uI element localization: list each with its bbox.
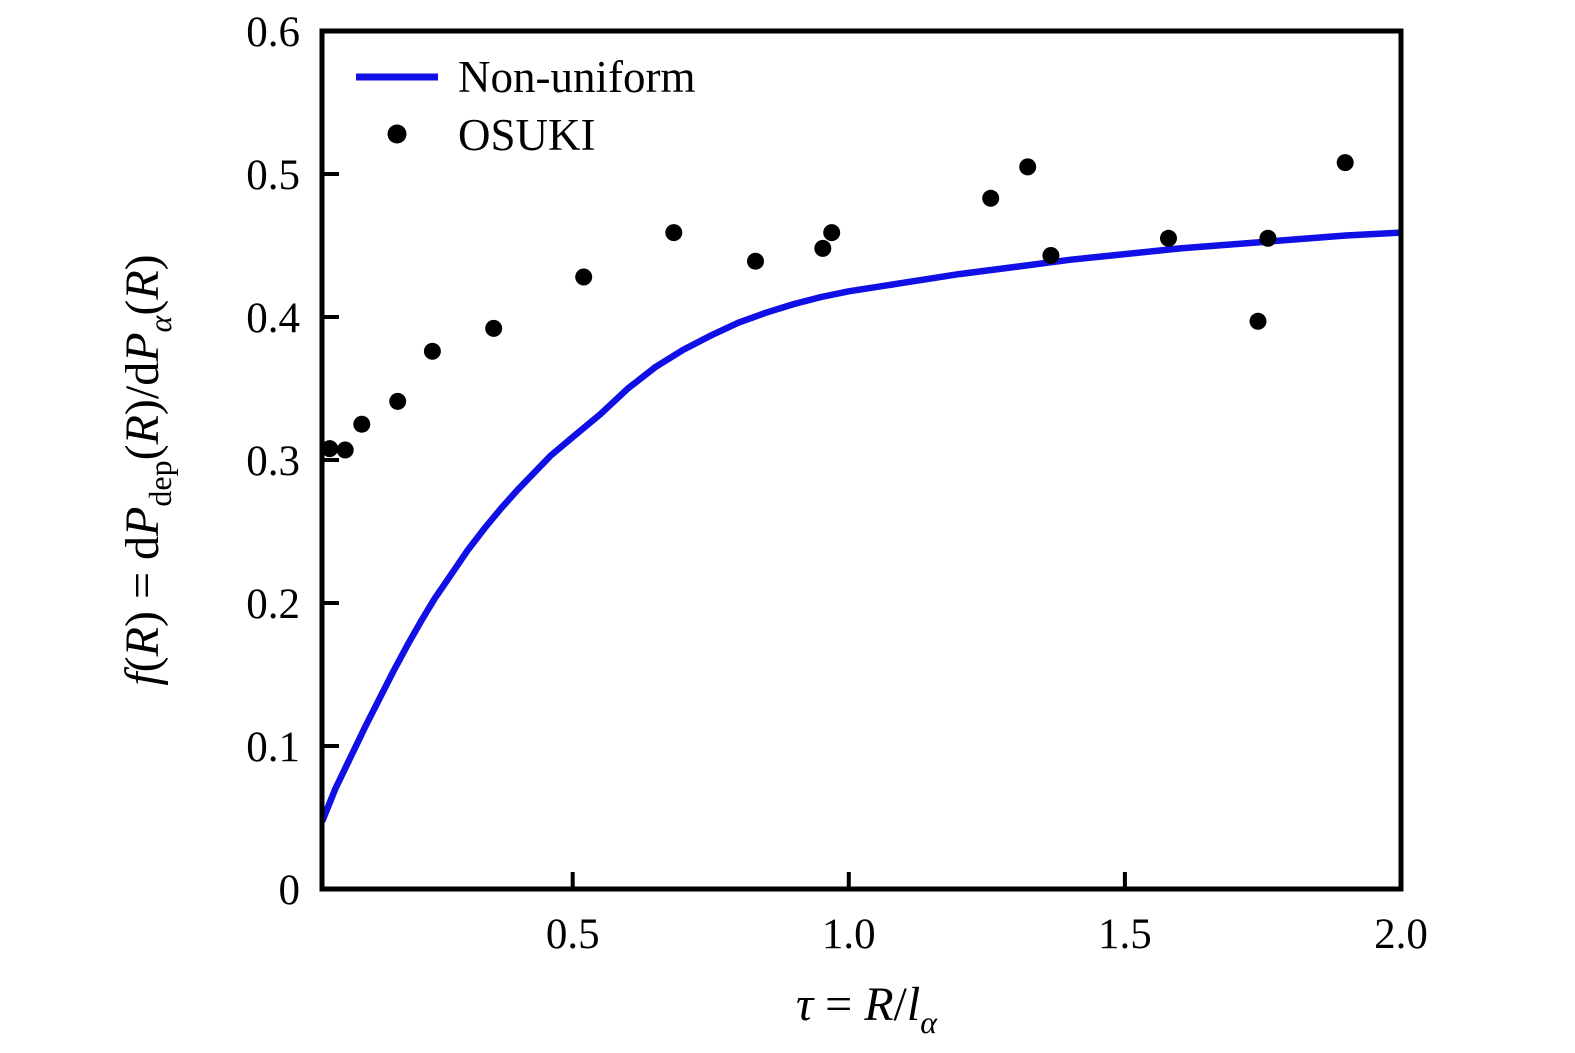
label-part: dep (142, 460, 178, 506)
label-part: ) (116, 254, 169, 270)
label-part: τ (796, 978, 815, 1031)
osuki-data-point (389, 392, 407, 410)
x-axis-label: τ = R/lα (796, 978, 938, 1040)
x-tick-label: 1.5 (1098, 911, 1152, 958)
x-tick-label: 0.5 (546, 911, 600, 958)
label-part: α (142, 314, 178, 332)
label-part: P (116, 332, 169, 362)
osuki-data-point (982, 189, 1000, 207)
osuki-data-point (1249, 312, 1267, 330)
osuki-data-point (336, 441, 354, 459)
label-part: / (894, 978, 908, 1031)
x-tick-label: 1.0 (822, 911, 876, 958)
osuki-data-point (1336, 154, 1354, 172)
osuki-data-point (1019, 158, 1037, 176)
osuki-data-point (814, 239, 832, 257)
label-part: R (116, 415, 169, 445)
osuki-data-point (823, 224, 841, 242)
osuki-data-point (665, 224, 683, 242)
legend-label-non-uniform: Non-uniform (458, 52, 695, 102)
y-tick-label: 0.4 (246, 295, 300, 342)
osuki-data-point (1160, 229, 1177, 247)
label-part: ( (116, 444, 169, 460)
y-tick-label: 0.6 (246, 9, 300, 56)
non-uniform-curve (322, 229, 1401, 824)
osuki-data-point (485, 319, 503, 337)
legend: Non-uniform OSUKI (356, 52, 695, 160)
osuki-data-point (747, 252, 764, 270)
osuki-data-point (321, 440, 339, 458)
osuki-data-point (1042, 247, 1060, 264)
label-part: R (863, 978, 893, 1031)
y-tick-label: 0.3 (246, 438, 300, 485)
label-part: R (116, 270, 169, 300)
y-tick-label: 0.2 (246, 581, 300, 628)
label-part: P (116, 507, 169, 537)
label-part: l (907, 978, 920, 1031)
label-part: = (813, 978, 864, 1031)
label-part: ( (116, 300, 169, 316)
label-part: R (116, 627, 169, 657)
y-axis-label: f(R) = dPdep(R)/dPα(R) (116, 254, 178, 685)
osuki-data-point (423, 342, 441, 360)
y-tick-label: 0 (279, 867, 301, 914)
y-tick-label: 0.1 (246, 724, 300, 771)
label-part: ) = d (116, 536, 169, 627)
legend-dot-swatch (387, 124, 407, 144)
y-tick-label: 0.5 (246, 152, 300, 199)
label-part: )/d (116, 362, 169, 415)
legend-label-osuki: OSUKI (458, 110, 596, 160)
osuki-data-point (575, 268, 593, 286)
label-part: ( (116, 656, 169, 672)
label-part: α (920, 1004, 938, 1040)
plot-border (319, 28, 1404, 892)
osuki-data-point (353, 415, 371, 433)
x-tick-label: 2.0 (1374, 911, 1428, 958)
osuki-data-point (1259, 229, 1277, 247)
